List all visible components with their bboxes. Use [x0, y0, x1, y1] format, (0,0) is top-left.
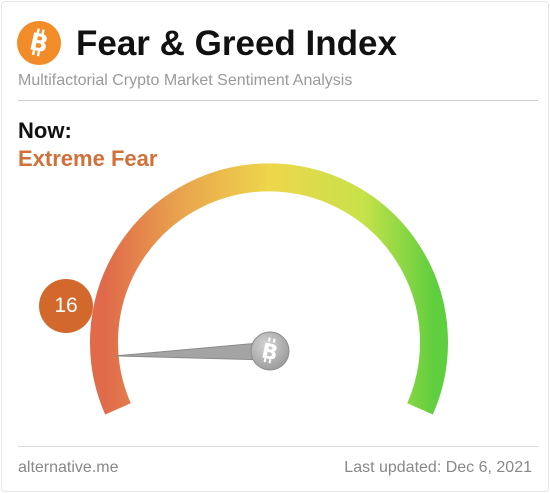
- hub-bitcoin-icon: B: [259, 337, 280, 365]
- fear-greed-gauge: B: [90, 163, 448, 415]
- gauge-hub: [250, 331, 290, 371]
- last-updated: Last updated: Dec 6, 2021: [344, 459, 532, 476]
- header-divider: [18, 100, 538, 101]
- source-link[interactable]: alternative.me: [18, 459, 119, 476]
- index-value-badge: 16: [39, 279, 93, 333]
- gauge-arc: [90, 163, 448, 415]
- bitcoin-logo-icon: B: [17, 21, 61, 65]
- gauge-needle: [115, 341, 271, 361]
- sentiment-classification: Extreme Fear: [18, 146, 158, 171]
- page-title: Fear & Greed Index: [76, 24, 397, 63]
- page-subtitle: Multifactorial Crypto Market Sentiment A…: [18, 72, 353, 89]
- now-label: Now:: [18, 118, 72, 143]
- footer-divider: [18, 446, 538, 447]
